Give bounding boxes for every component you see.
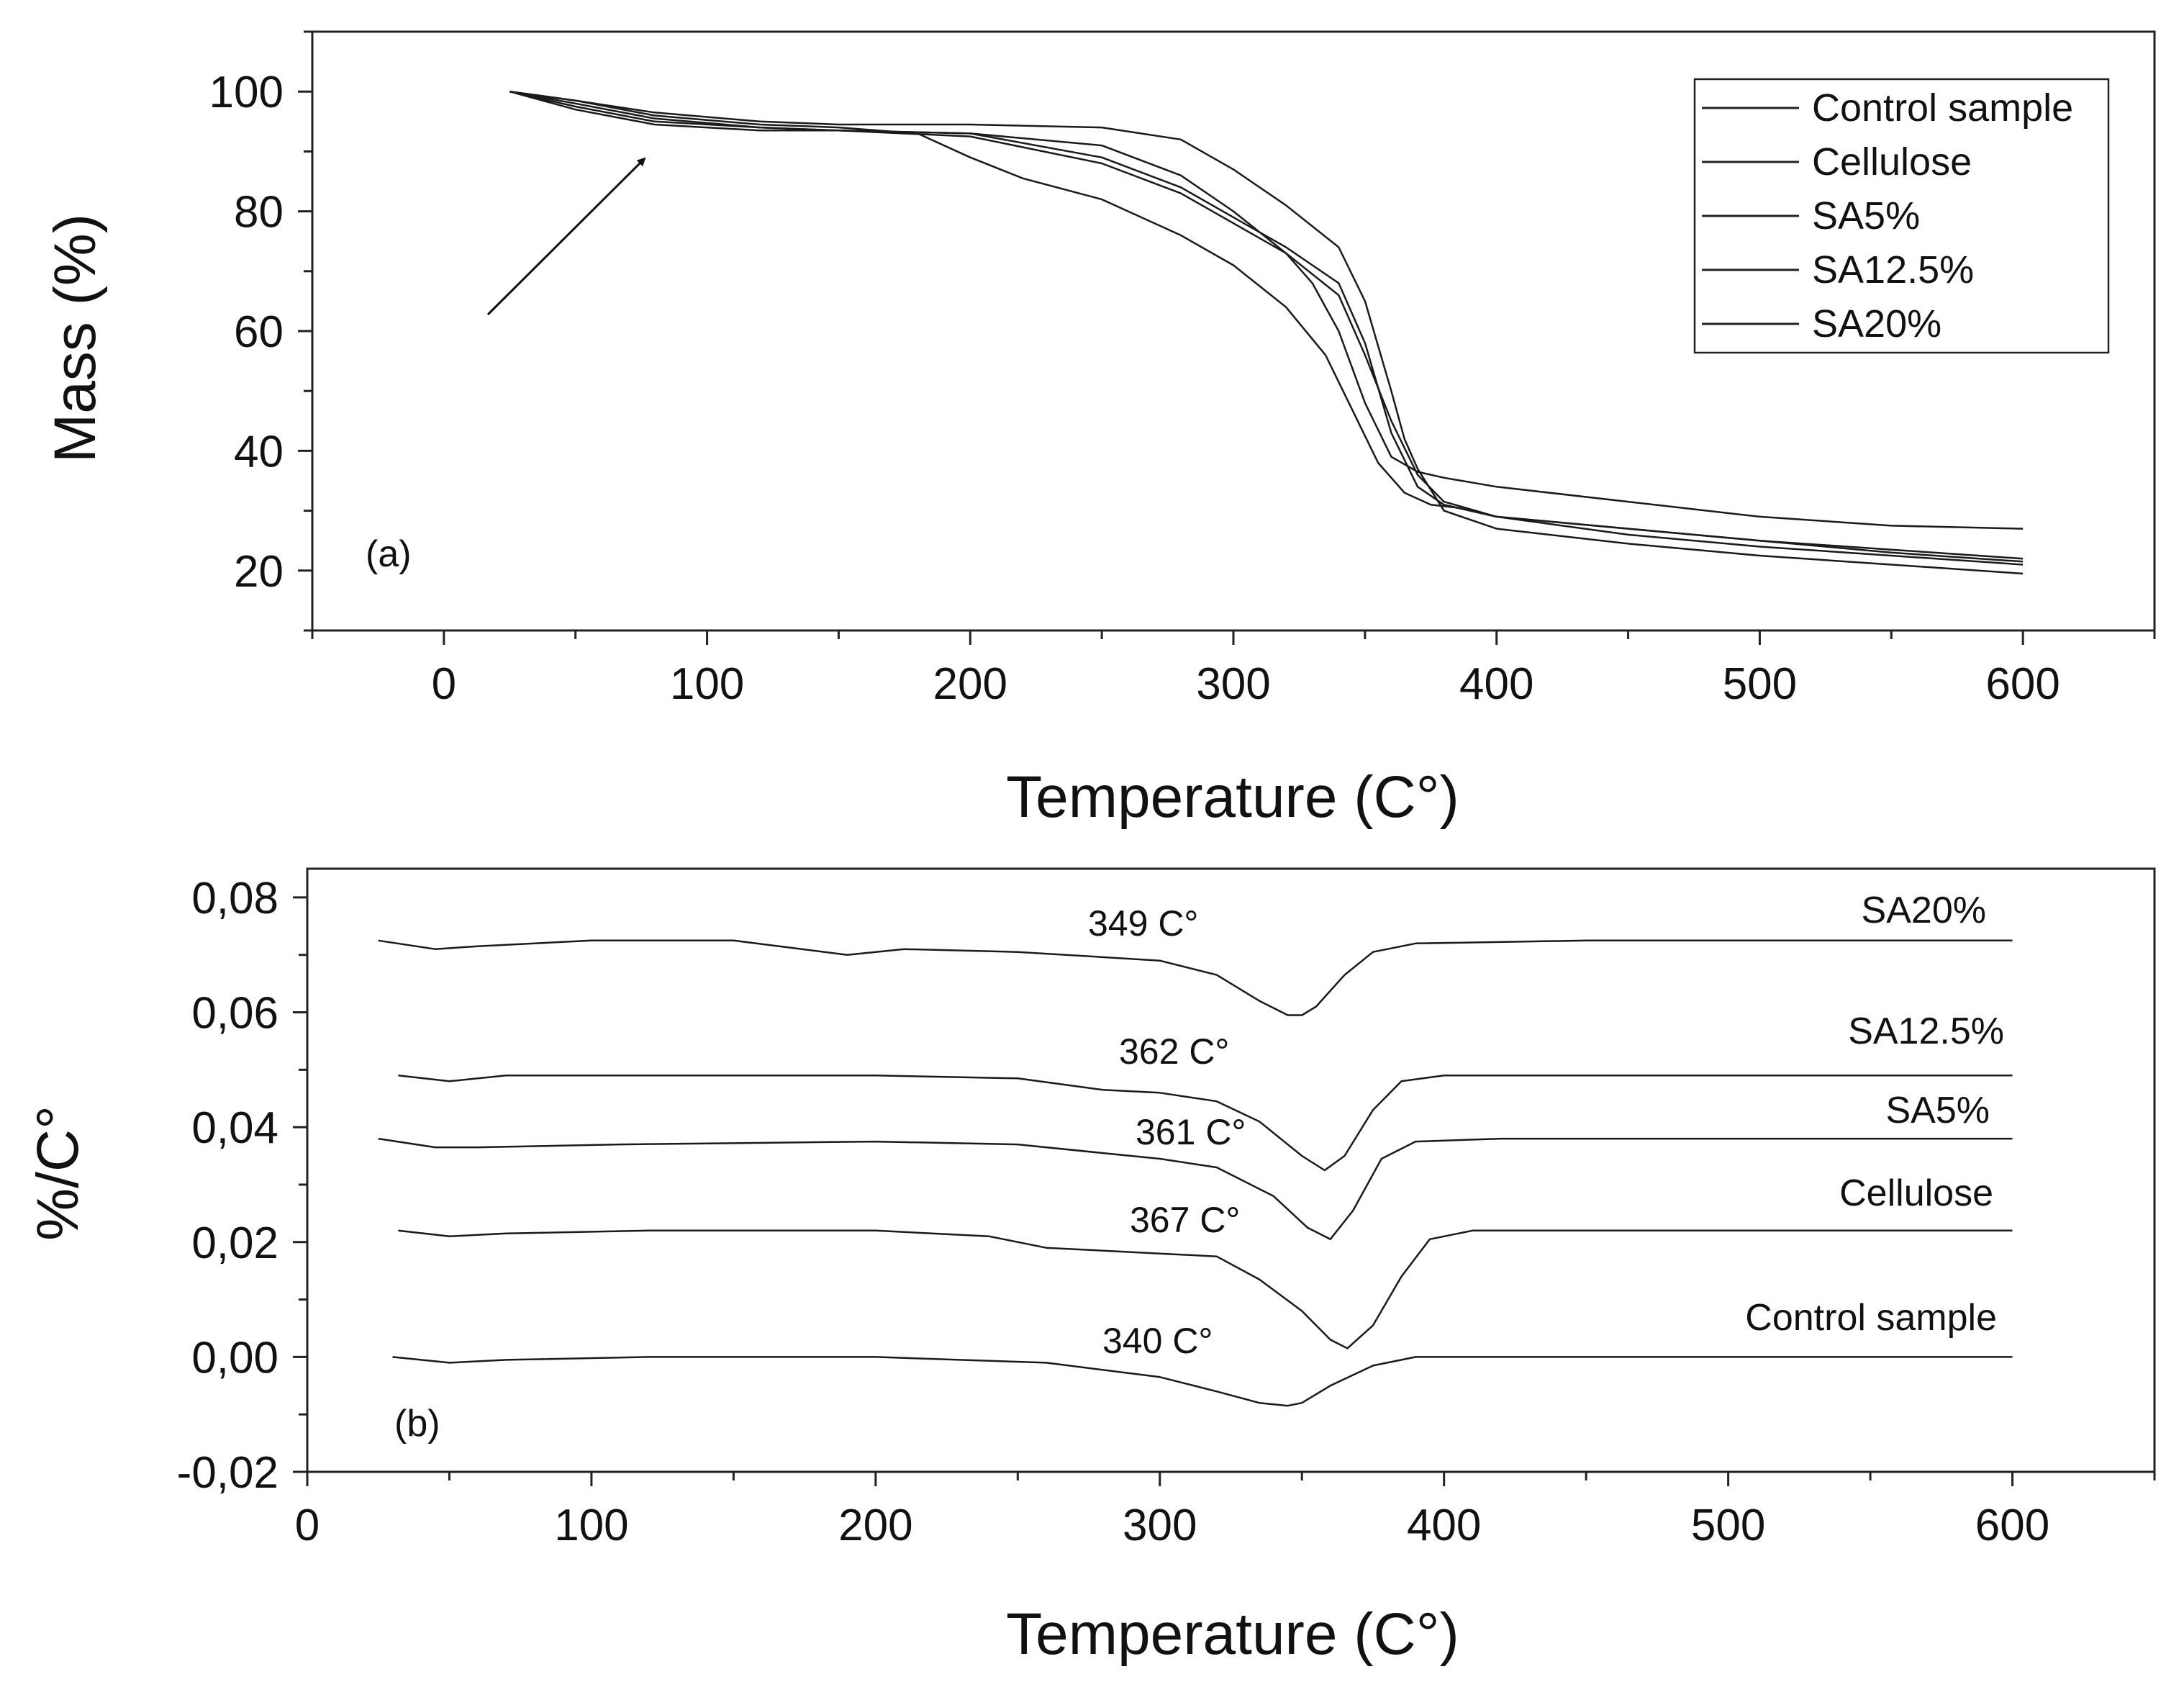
x-axis-title: Temperature (C°) — [1006, 1601, 1459, 1667]
series-line-sa12-5- — [509, 90, 2024, 563]
x-axis-title: Temperature (C°) — [1006, 764, 1459, 830]
peak-label: 349 C° — [1088, 903, 1198, 944]
y-axis-title: Mass (%) — [42, 214, 108, 463]
legend-label: SA5% — [1812, 194, 1920, 238]
x-tick-label: 300 — [1123, 1501, 1197, 1550]
plot-frame — [306, 867, 2156, 1473]
x-tick-label: 300 — [1196, 659, 1270, 709]
x-tick-label: 600 — [1985, 659, 2060, 709]
series-line-sa12-5- — [398, 1075, 2013, 1172]
x-tick-label: 100 — [554, 1501, 628, 1550]
series-line-cellulose — [509, 90, 2024, 575]
peak-label: 340 C° — [1102, 1321, 1213, 1361]
y-tick-label: -0,02 — [177, 1448, 278, 1498]
x-tick-label: 400 — [1407, 1501, 1481, 1550]
legend-item: SA5% — [1702, 194, 1920, 238]
legend-item: SA12.5% — [1702, 248, 1974, 291]
y-tick-label: 100 — [209, 68, 284, 117]
x-tick-label: 200 — [838, 1501, 912, 1550]
series-line-sa5- — [378, 1137, 2013, 1241]
series-label: SA20% — [1862, 890, 1986, 931]
y-tick-label: 40 — [234, 427, 284, 476]
x-tick-label: 0 — [295, 1501, 320, 1550]
series-line-cellulose — [398, 1229, 2013, 1349]
tick-label-group: 0 100 200 300 400 500 600 20 40 60 80 100 — [209, 68, 2060, 709]
peak-label: 362 C° — [1119, 1031, 1229, 1072]
series-group — [509, 90, 2024, 575]
y-tick-label: 0,04 — [191, 1103, 278, 1153]
dtg-panel: 0 100 200 300 400 500 600 -0,02 0,00 0,02 0,04 0,06… — [25, 867, 2156, 1667]
tick-group — [298, 30, 2156, 645]
legend-label: SA20% — [1812, 302, 1941, 345]
legend-label: SA12.5% — [1812, 248, 1974, 291]
series-label: SA5% — [1885, 1090, 1990, 1131]
x-tick-label: 500 — [1691, 1501, 1765, 1550]
series-line-control-sample — [509, 90, 2024, 566]
legend-item: SA20% — [1702, 302, 1941, 345]
peak-label: 361 C° — [1136, 1112, 1246, 1152]
series-line-sa20- — [378, 939, 2013, 1016]
panel-label: (b) — [394, 1403, 440, 1444]
y-tick-label: 0,00 — [191, 1333, 278, 1383]
legend-label: Control sample — [1812, 86, 2073, 130]
x-tick-label: 600 — [1975, 1501, 2049, 1550]
y-tick-label: 60 — [234, 307, 284, 357]
legend-item: Control sample — [1702, 86, 2073, 130]
legend: Control sample Cellulose SA5% SA12.5% SA… — [1693, 78, 2110, 354]
y-tick-label: 0,06 — [191, 989, 278, 1039]
y-tick-label: 80 — [234, 188, 284, 238]
series-line-control-sample — [392, 1356, 2013, 1407]
y-tick-label: 0,02 — [191, 1218, 278, 1268]
x-tick-label: 0 — [432, 659, 456, 709]
x-tick-label: 400 — [1459, 659, 1533, 709]
legend-item: Cellulose — [1702, 140, 1972, 184]
series-label: Cellulose — [1839, 1172, 1993, 1214]
y-tick-label: 0,08 — [191, 874, 278, 923]
y-axis-title: %/C° — [25, 1105, 91, 1241]
series-line-sa20- — [509, 90, 2024, 530]
annotation-arrow — [486, 157, 646, 316]
y-tick-label: 20 — [234, 547, 284, 597]
x-tick-label: 100 — [670, 659, 744, 709]
legend-label: Cellulose — [1812, 140, 1972, 184]
tick-group — [293, 896, 2156, 1486]
tick-label-group: 0 100 200 300 400 500 600 -0,02 0,00 0,02 0,04 0,06… — [177, 874, 2050, 1550]
peak-label: 367 C° — [1130, 1200, 1240, 1240]
x-tick-label: 500 — [1723, 659, 1797, 709]
x-tick-label: 200 — [933, 659, 1007, 709]
series-label: Control sample — [1745, 1297, 1997, 1339]
series-label: SA12.5% — [1848, 1010, 2004, 1052]
series-group — [378, 939, 2013, 1407]
panel-label: (a) — [366, 533, 412, 575]
